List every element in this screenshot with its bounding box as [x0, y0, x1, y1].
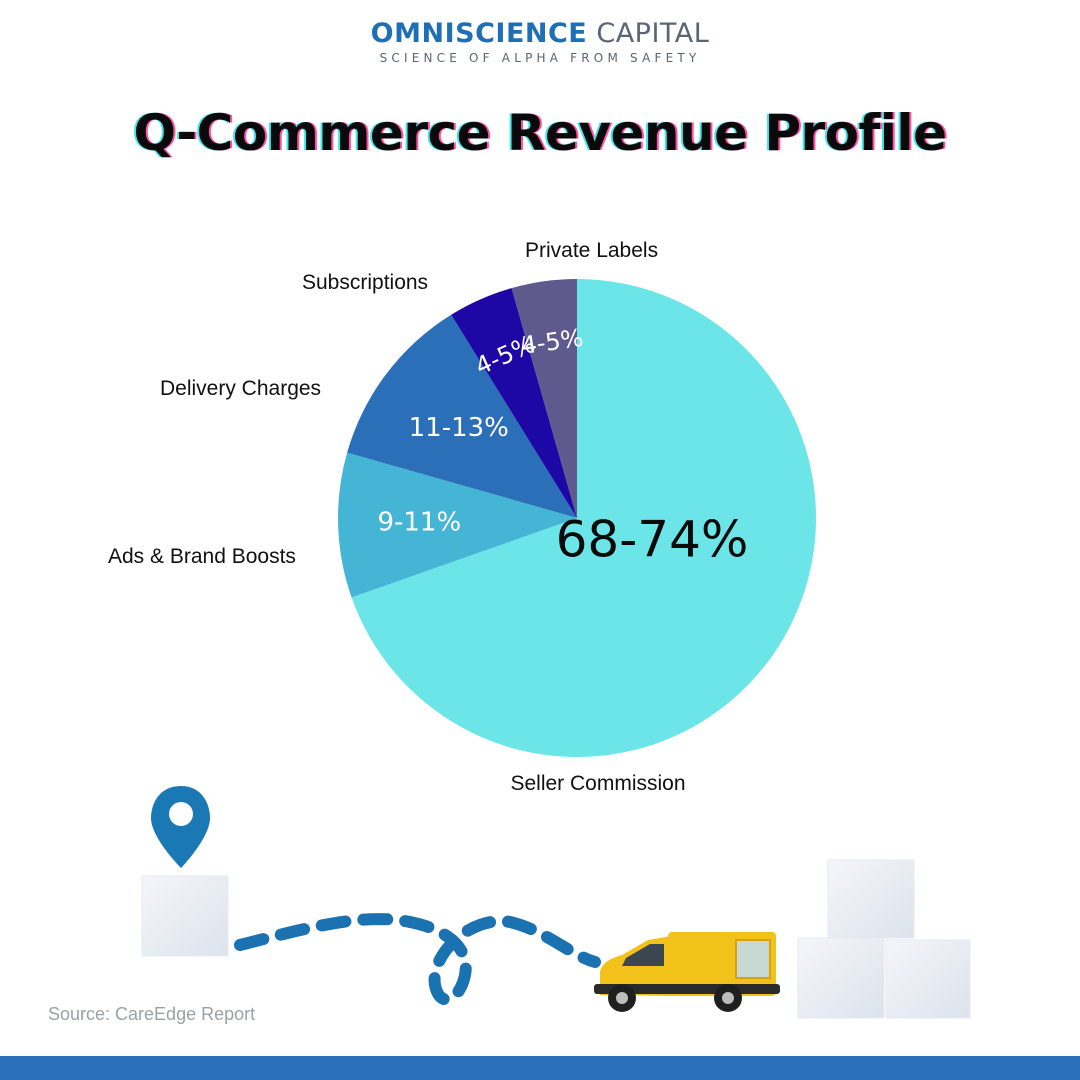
pie-category-label: Subscriptions: [302, 271, 428, 294]
brand-name-light: CAPITAL: [596, 18, 710, 49]
pie-category-label: Delivery Charges: [160, 377, 321, 400]
brand-name-bold: OMNISCIENCE: [370, 18, 588, 49]
pie-slice-private-labels: [511, 279, 577, 518]
source-note: Source: CareEdge Report: [48, 1004, 256, 1024]
pie-category-label: Seller Commission: [510, 772, 685, 795]
delivery-van-icon: [594, 932, 780, 1012]
pie-slice-ads-brand-boosts: [338, 452, 577, 598]
pie-slice-delivery-charges: [347, 314, 577, 518]
dashed-route-icon: [234, 913, 601, 1006]
box-icon: [797, 859, 971, 1019]
box-icon: [141, 875, 229, 957]
pie-slice-seller-commission: [351, 279, 816, 758]
pie-slice-subscriptions: [451, 288, 577, 518]
brand-tagline: SCIENCE OF ALPHA FROM SAFETY: [379, 51, 701, 65]
pie-category-label: Ads & Brand Boosts: [108, 545, 296, 568]
footer-bar: [0, 1056, 1080, 1080]
pie-value-label: 68-74%: [556, 511, 749, 569]
pie-value-label: 9-11%: [377, 507, 461, 537]
chart-title: Q-Commerce Revenue Profile: [133, 104, 947, 162]
location-pin-icon: [151, 786, 210, 868]
brand-logo: OMNISCIENCE CAPITAL SCIENCE OF ALPHA FRO…: [0, 18, 1080, 65]
pie-category-label: Private Labels: [525, 239, 658, 262]
pie-value-label: 11-13%: [409, 413, 509, 443]
brand-name: OMNISCIENCE CAPITAL: [0, 18, 1080, 50]
